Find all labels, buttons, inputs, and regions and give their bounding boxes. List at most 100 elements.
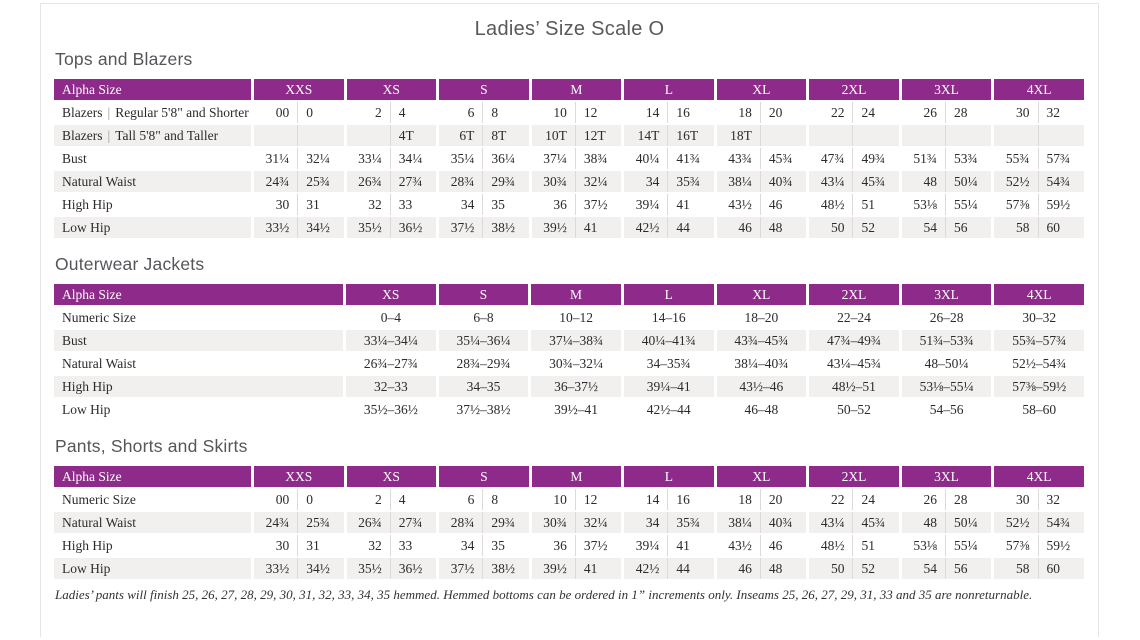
size-cell: 8 — [482, 489, 528, 510]
size-cell: 36 — [528, 194, 575, 215]
section-heading: Tops and Blazers — [55, 49, 193, 69]
size-cell: 40¼ — [621, 148, 667, 169]
size-cell: 48 — [898, 171, 945, 192]
size-cell: 28¾–29¾ — [435, 353, 529, 374]
tables-container: Tops and Blazers Alpha Size XXS XS S M L XL 2XL 3… — [54, 49, 1085, 581]
size-cell: 27¾ — [389, 512, 437, 533]
size-cell: 54 — [898, 558, 945, 579]
size-cell: 37½–38½ — [435, 399, 529, 420]
table-row: Numeric Size 0–4 6–8 10–12 14–16 18–20 22–24 26… — [54, 307, 1084, 328]
size-cell: 34½ — [297, 558, 344, 579]
size-cell: 30 — [251, 194, 297, 215]
size-cell: 33½ — [251, 558, 298, 579]
table-row: Blazers | Tall 5'8" and Taller 4T 6T 8T 10T 12T… — [54, 125, 1084, 146]
size-column-header: L — [621, 79, 714, 100]
size-cell: 30¾–32¼ — [528, 353, 621, 374]
size-cell: 00 — [251, 102, 297, 123]
page-title: Ladies’ Size Scale O — [474, 18, 665, 40]
size-cell: 24¾ — [251, 512, 298, 533]
size-cell: 46 — [759, 535, 806, 556]
size-cell: 30–32 — [991, 307, 1084, 328]
label-separator: | — [107, 127, 111, 143]
size-cell: 14 — [621, 102, 667, 123]
size-column-header: M — [528, 466, 622, 487]
size-cell: 24 — [852, 489, 898, 510]
size-column-header: XL — [713, 79, 807, 100]
size-cell: 2 — [343, 489, 390, 510]
size-scale-page: Ladies’ Size Scale O Tops and Blazers Alp… — [40, 3, 1099, 637]
label-separator: | — [107, 104, 111, 120]
size-cell: 46 — [713, 558, 760, 579]
size-cell: 28¾ — [436, 512, 483, 533]
size-cell: 31 — [297, 194, 343, 215]
size-column-header: 2XL — [806, 466, 899, 487]
size-cell: 22–24 — [806, 307, 899, 328]
size-cell: 4 — [389, 489, 436, 510]
size-column-header: 2XL — [806, 79, 899, 100]
size-cell: 28 — [944, 489, 991, 510]
size-column-header: S — [436, 79, 529, 100]
size-cell: 47¾ — [806, 148, 852, 169]
size-column-header: XL — [713, 466, 807, 487]
size-cell: 38¼ — [713, 171, 760, 192]
size-cell: 53¾ — [944, 148, 991, 169]
size-cell: 55¼ — [944, 194, 991, 215]
section-heading: Outerwear Jackets — [55, 254, 205, 274]
size-cell: 54¾ — [1037, 171, 1084, 192]
size-cell: 41 — [667, 535, 713, 556]
size-cell: 33¼ — [343, 148, 390, 169]
size-cell: 20 — [759, 489, 806, 510]
size-cell: 6 — [436, 102, 482, 123]
size-cell: 43½ — [713, 535, 760, 556]
size-cell: 37¼ — [528, 148, 575, 169]
size-cell: 43¼ — [806, 512, 853, 533]
size-cell: 10–12 — [528, 307, 621, 328]
size-cell: 57⅜ — [991, 194, 1037, 215]
size-cell: 35¾ — [667, 171, 714, 192]
row-label: Low Hip — [62, 401, 111, 417]
size-cell — [343, 125, 390, 146]
size-cell: 34¼ — [389, 148, 436, 169]
size-cell: 48½–51 — [806, 376, 899, 397]
size-cell: 48 — [898, 512, 945, 533]
size-cell: 51 — [852, 535, 898, 556]
row-label: High Hip — [62, 196, 113, 212]
size-cell: 0–4 — [343, 307, 436, 328]
size-table: Alpha Size XXS XS S M L XL 2XL 3XL 4XL Blazers | Reg… — [54, 77, 1084, 240]
size-cell: 32¼ — [574, 512, 622, 533]
size-cell: 14–16 — [620, 307, 714, 328]
size-cell: 37¼–38¾ — [528, 330, 621, 351]
row-label: Natural Waist — [54, 171, 251, 192]
size-cell: 60 — [1037, 217, 1084, 238]
size-cell: 49¾ — [852, 148, 898, 169]
size-cell: 54–56 — [898, 399, 992, 420]
size-cell: 34 — [436, 194, 482, 215]
size-cell: 46–48 — [713, 399, 807, 420]
table-row: High Hip 32–33 34–35 36–37½ 39¼–41 43½–46 48½–… — [54, 376, 1084, 397]
size-cell: 30 — [991, 489, 1037, 510]
size-column-header: 4XL — [991, 284, 1084, 305]
size-column-header: 3XL — [898, 284, 992, 305]
size-cell: 31 — [297, 535, 343, 556]
row-label: Numeric Size — [62, 309, 136, 325]
size-cell: 37½ — [574, 535, 621, 556]
alpha-size-header: Alpha Size — [54, 466, 251, 487]
size-cell: 43¼ — [806, 171, 853, 192]
size-cell: 30 — [251, 535, 297, 556]
size-cell: 45¾ — [759, 148, 806, 169]
size-cell: 39¼ — [621, 194, 667, 215]
size-cell: 48–50¼ — [898, 353, 992, 374]
size-cell: 32 — [1037, 102, 1084, 123]
size-cell: 51 — [852, 194, 898, 215]
size-cell: 31¼ — [251, 148, 297, 169]
size-cell: 41 — [667, 194, 713, 215]
size-cell: 34–35¾ — [620, 353, 714, 374]
size-cell: 00 — [251, 489, 297, 510]
size-cell: 33 — [389, 194, 436, 215]
table-row: High Hip 30 31 32 33 34 35 36 37½ 39¼ 41 43½ 46 48½ 51… — [54, 535, 1084, 556]
size-cell: 36–37½ — [528, 376, 621, 397]
size-cell: 6T — [436, 125, 483, 146]
size-cell: 48 — [759, 558, 807, 579]
size-cell: 43¼–45¾ — [806, 353, 899, 374]
size-cell: 57⅜ — [991, 535, 1037, 556]
